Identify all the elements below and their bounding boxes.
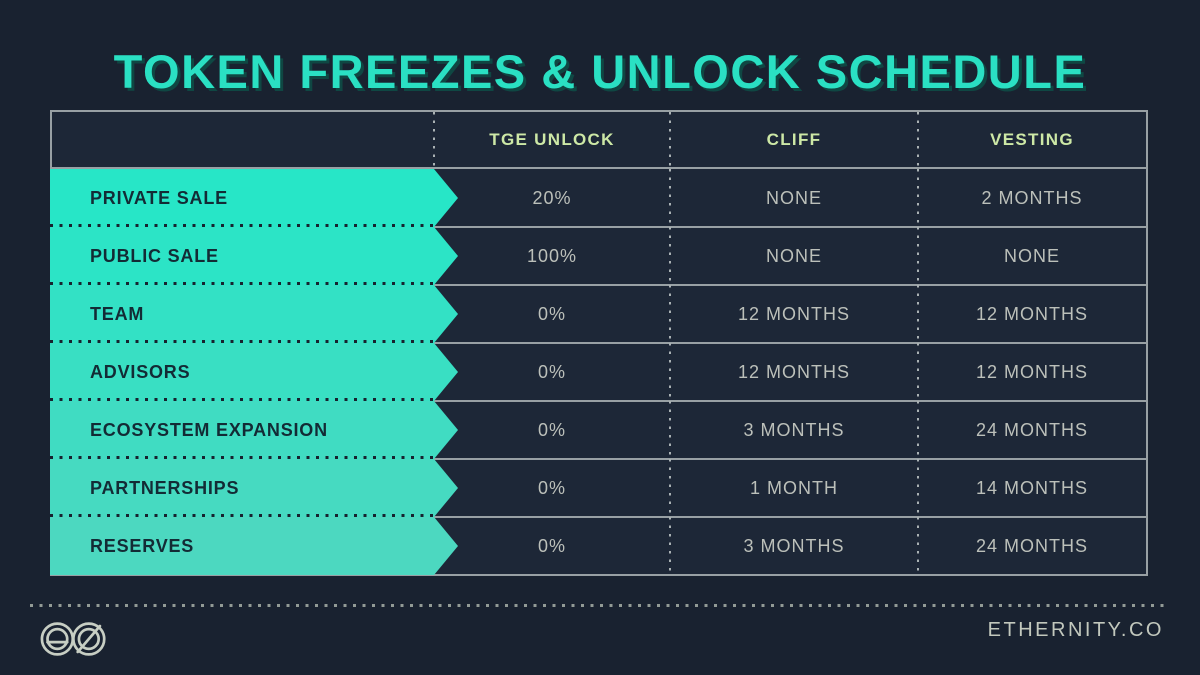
row-label-arrow-shape: RESERVES (50, 517, 458, 575)
cliff-value: 12 MONTHS (669, 343, 918, 401)
cliff-value: NONE (669, 169, 918, 227)
tge-unlock-value: 0% (537, 303, 566, 324)
table-row: PARTNERSHIPS 0% 1 MONTH 14 MONTHS (52, 459, 1146, 518)
tge-unlock-value: 100% (526, 245, 578, 266)
cliff-value: 3 MONTHS (669, 517, 918, 575)
ethernity-infinity-logo-icon (37, 614, 111, 664)
vesting-value: 12 MONTHS (917, 285, 1146, 343)
table-row: ECOSYSTEM EXPANSION 0% 3 MONTHS 24 MONTH… (52, 401, 1146, 460)
cliff-value: 1 MONTH (669, 459, 918, 517)
table-row: ADVISORS 0% 12 MONTHS 12 MONTHS (52, 343, 1146, 402)
row-label-cell: PRIVATE SALE (52, 169, 434, 227)
vesting-value: 24 MONTHS (917, 517, 1146, 575)
header-cell-cliff: CLIFF (669, 112, 918, 167)
row-label-arrow-shape: PUBLIC SALE (50, 227, 458, 285)
table-row: PRIVATE SALE 20% NONE 2 MONTHS (52, 169, 1146, 228)
row-label: PRIVATE SALE (90, 187, 228, 208)
row-label: RESERVES (90, 535, 195, 556)
row-label-cell: PUBLIC SALE (52, 227, 434, 285)
row-label-arrow-shape: ECOSYSTEM EXPANSION (50, 401, 458, 459)
row-label-cell: TEAM (52, 285, 434, 343)
row-label: TEAM (90, 303, 145, 324)
header-cell-tge-unlock: TGE UNLOCK (433, 112, 670, 167)
vesting-value: NONE (917, 227, 1146, 285)
vesting-value: 24 MONTHS (917, 401, 1146, 459)
row-label-arrow-shape: ADVISORS (50, 343, 458, 401)
table-body: PRIVATE SALE 20% NONE 2 MONTHS PUBLIC SA… (52, 169, 1146, 575)
row-label-arrow-shape: TEAM (50, 285, 458, 343)
cliff-value: NONE (669, 227, 918, 285)
vesting-value: 14 MONTHS (917, 459, 1146, 517)
header-cell-empty (52, 112, 434, 167)
tge-unlock-value: 0% (537, 419, 566, 440)
footer-site-link[interactable]: ETHERNITY.CO (987, 619, 1164, 641)
table-header-row: TGE UNLOCK CLIFF VESTING (52, 112, 1146, 169)
cliff-value: 3 MONTHS (669, 401, 918, 459)
unlock-schedule-table: TGE UNLOCK CLIFF VESTING PRIVATE SALE 20… (50, 110, 1148, 576)
row-label-cell: PARTNERSHIPS (52, 459, 434, 517)
header-cell-vesting: VESTING (917, 112, 1146, 167)
table-row: TEAM 0% 12 MONTHS 12 MONTHS (52, 285, 1146, 344)
table-row: RESERVES 0% 3 MONTHS 24 MONTHS (52, 517, 1146, 575)
cliff-value: 12 MONTHS (669, 285, 918, 343)
row-label: PUBLIC SALE (90, 245, 219, 266)
tge-unlock-value: 0% (537, 535, 566, 556)
vesting-value: 12 MONTHS (917, 343, 1146, 401)
row-label: PARTNERSHIPS (90, 477, 240, 498)
tge-unlock-value: 20% (532, 187, 572, 208)
row-label: ADVISORS (90, 361, 191, 382)
footer-divider (30, 604, 1170, 607)
table-row: PUBLIC SALE 100% NONE NONE (52, 227, 1146, 286)
row-label: ECOSYSTEM EXPANSION (90, 419, 328, 440)
row-label-cell: ADVISORS (52, 343, 434, 401)
row-label-cell: RESERVES (52, 517, 434, 575)
tge-unlock-value: 0% (537, 361, 566, 382)
vesting-value: 2 MONTHS (917, 169, 1146, 227)
row-label-arrow-shape: PRIVATE SALE (50, 169, 458, 227)
page-title: TOKEN FREEZES & UNLOCK SCHEDULE (113, 45, 1087, 98)
row-label-arrow-shape: PARTNERSHIPS (50, 459, 458, 517)
row-label-cell: ECOSYSTEM EXPANSION (52, 401, 434, 459)
tge-unlock-value: 0% (537, 477, 566, 498)
